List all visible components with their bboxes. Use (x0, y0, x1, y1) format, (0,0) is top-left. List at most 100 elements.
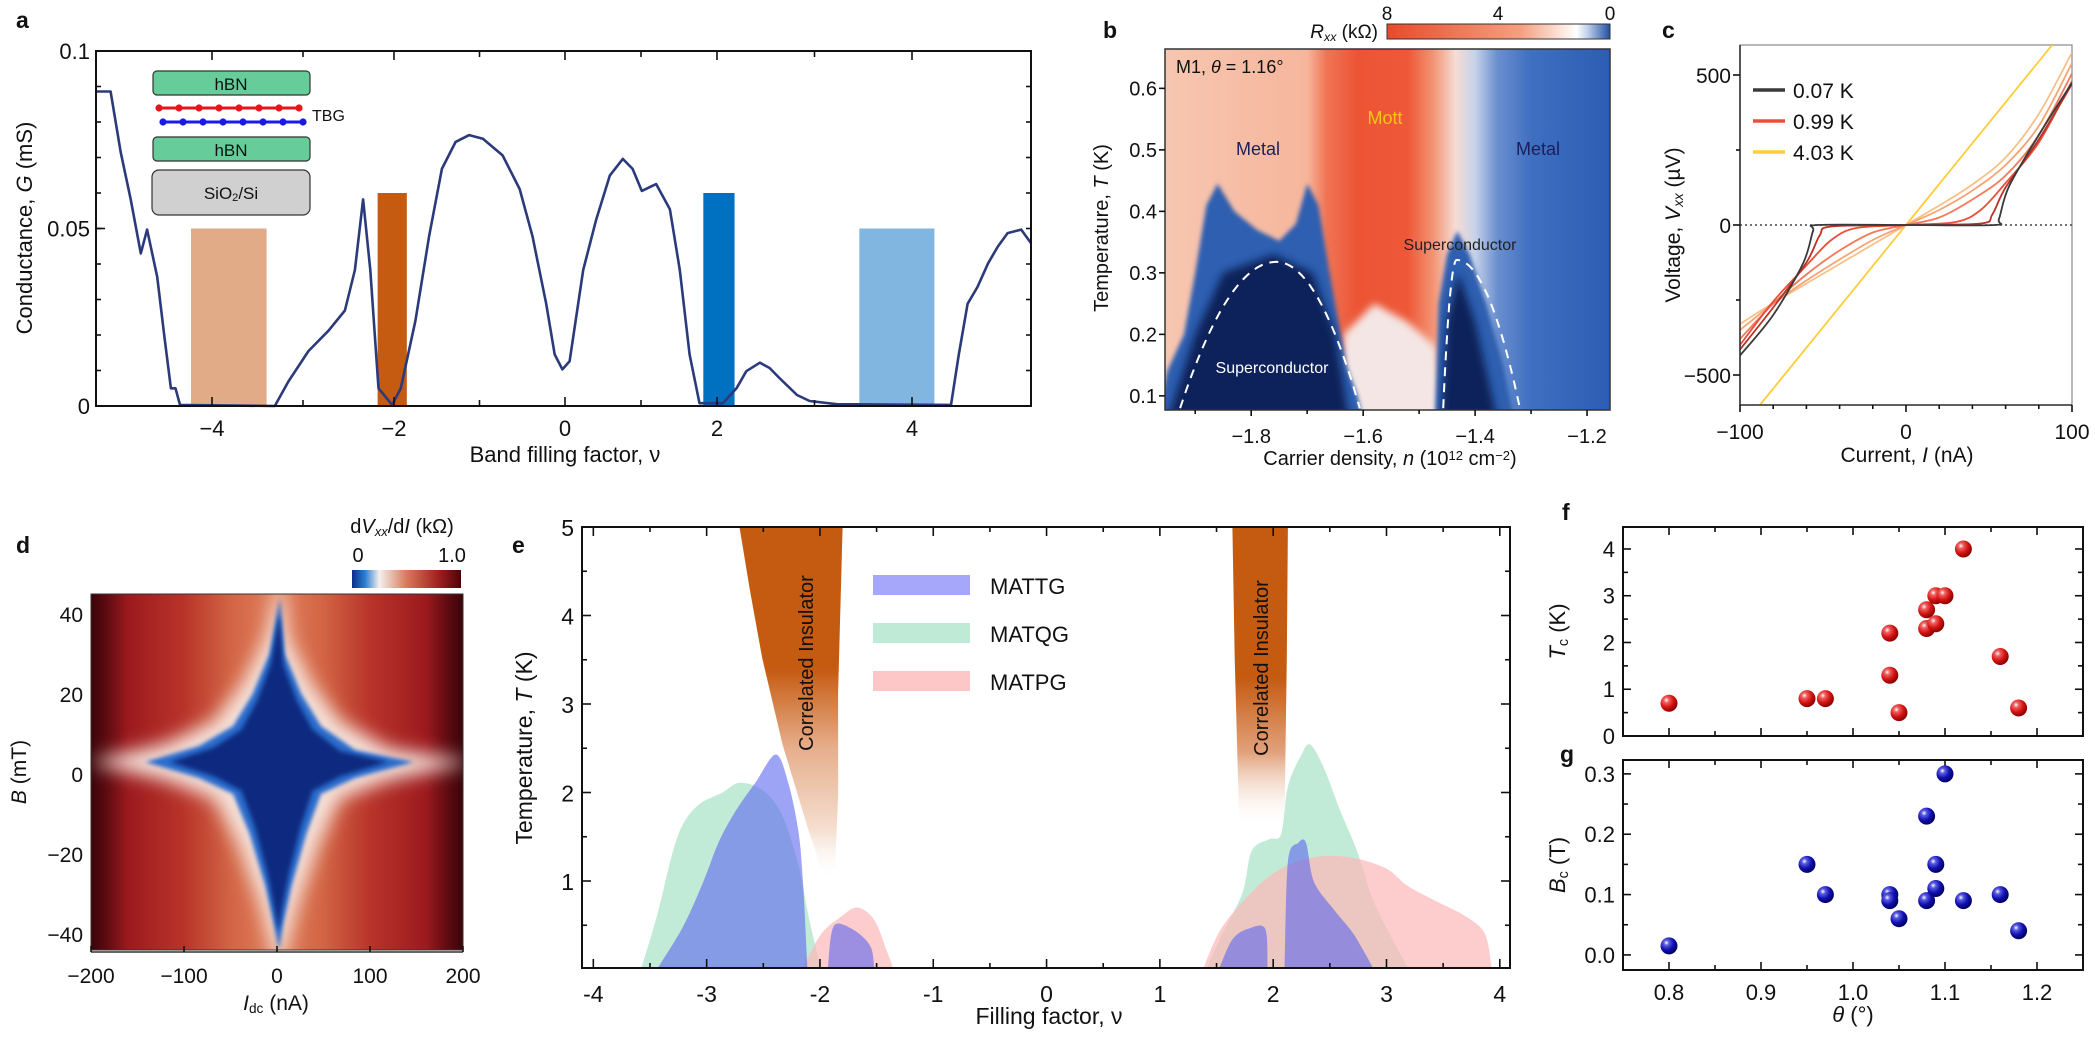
x-tick-label: −100 (160, 965, 207, 988)
y-tick-label: 0 (1603, 724, 1615, 749)
label-part: G (12, 175, 37, 192)
lattice-atom (299, 118, 307, 126)
y-axis-label: B (mT) (8, 740, 31, 804)
x-tick-label: 100 (352, 965, 387, 988)
sample-label: M1, θ = 1.16° (1176, 57, 1284, 77)
label-part: θ (1832, 1002, 1844, 1027)
dvdi-heatmap (91, 594, 463, 950)
y-tick-label: 1 (1603, 677, 1615, 702)
label-part: θ (1211, 57, 1221, 77)
colorbar-tick-label: 0 (1605, 4, 1616, 25)
x-tick-label: −1.2 (1567, 426, 1606, 448)
data-point (1936, 587, 1954, 605)
y-tick-label: 3 (1603, 584, 1615, 609)
x-tick-label: −1.6 (1343, 426, 1382, 448)
y-tick-label: 2 (561, 781, 574, 807)
label-part: (nA) (1928, 444, 1974, 467)
lattice-atom (159, 118, 167, 126)
panel-letter-e: e (512, 532, 525, 558)
x-tick-label: −200 (67, 965, 114, 988)
data-point (1927, 855, 1945, 873)
substrate-layer (151, 169, 311, 216)
legend-swatch (873, 623, 970, 643)
label-part: T (511, 687, 537, 703)
tc-dashed-curve (1442, 258, 1521, 409)
label-part: Carrier density, (1263, 448, 1403, 470)
phase-diagram (641, 527, 1492, 968)
data-point (1798, 855, 1816, 873)
lattice-atom (255, 104, 263, 112)
colorbar-title: Rxx (kΩ) (1310, 22, 1378, 44)
lattice-atom (219, 118, 227, 126)
x-tick-label: 2 (711, 416, 723, 441)
data-point (2010, 699, 2028, 717)
label-part: /Si (238, 184, 258, 203)
x-tick-label: −1.4 (1455, 426, 1494, 448)
x-tick-label: 1 (1153, 981, 1166, 1007)
superconducting-core (170, 614, 388, 932)
lattice-atom (215, 104, 223, 112)
x-axis-label: Carrier density, n (1012 cm−2) (1263, 448, 1516, 470)
label-part: xx (374, 524, 389, 539)
y-axis-label: Voltage, Vxx (µV) (1662, 147, 1686, 302)
x-tick-label: -2 (810, 981, 830, 1007)
y-axis-label: Temperature, T (K) (511, 651, 537, 844)
x-tick-label: 0 (1900, 421, 1912, 444)
superconducting-dome-mattg (1219, 925, 1268, 968)
label-part: 2 (232, 192, 238, 204)
label-part: (K) (511, 651, 537, 688)
plot-frame (1622, 759, 2084, 971)
y-tick-label: 0.2 (1584, 822, 1615, 847)
hbn-top-layer (152, 70, 311, 96)
x-tick-label: 1.1 (1930, 980, 1961, 1005)
data-point (1927, 880, 1945, 898)
tc-dashed-curve (1179, 260, 1361, 409)
label-part: xx (1671, 192, 1686, 208)
data-point (1881, 624, 1899, 642)
label-part: (mS) (12, 122, 37, 176)
label-part: (nA) (263, 992, 309, 1015)
legend-label: MATTG (990, 574, 1065, 599)
label-part: (mT) (8, 740, 31, 790)
metal-right-label: Metal (1516, 139, 1560, 159)
x-axis-label: Filling factor, ν (976, 1003, 1123, 1029)
label-part: I (404, 516, 410, 538)
label-part: I (243, 992, 249, 1015)
superconducting-core-left (1170, 254, 1348, 410)
label-part: = 1.16° (1221, 57, 1284, 77)
low-resistance-region (1338, 303, 1444, 410)
lattice-atom (259, 118, 267, 126)
data-point (1881, 892, 1899, 910)
lattice-atom (199, 118, 207, 126)
label-part: −2 (1495, 448, 1510, 463)
data-point (1918, 807, 1936, 825)
colorbar-tick-label: 8 (1382, 4, 1393, 25)
colorbar-tick-label: 4 (1493, 4, 1504, 25)
y-tick-label: 0 (1719, 215, 1731, 238)
label-part: (T) (1545, 837, 1570, 871)
label-part: (10 (1414, 448, 1448, 470)
label-part: c (1556, 871, 1572, 878)
bar (859, 228, 935, 406)
legend-swatch (873, 575, 970, 595)
panel-letter-a: a (16, 7, 29, 33)
label-part: d (350, 516, 361, 538)
y-tick-label: 20 (60, 684, 83, 707)
x-axis-label: θ (°) (1832, 1002, 1874, 1027)
label-part: (kΩ) (410, 516, 454, 538)
x-tick-label: −100 (1716, 421, 1763, 444)
lattice-atom (155, 104, 163, 112)
colorbar-tick-label: 0 (352, 545, 363, 567)
lattice-atom (279, 118, 287, 126)
y-tick-label: −20 (47, 844, 83, 867)
label-part: B (8, 790, 31, 804)
panel-letter-d: d (16, 532, 30, 558)
superconductor-right-label: Superconductor (1404, 237, 1518, 254)
rxx-heatmap (1165, 49, 1610, 410)
y-tick-label: 0 (71, 764, 83, 787)
plot-frame (1164, 48, 1611, 411)
label-part: n (1403, 448, 1414, 470)
x-tick-label: -3 (696, 981, 716, 1007)
iv-curves (1740, 45, 2072, 405)
y-axis-label: Tc (K) (1545, 603, 1572, 659)
